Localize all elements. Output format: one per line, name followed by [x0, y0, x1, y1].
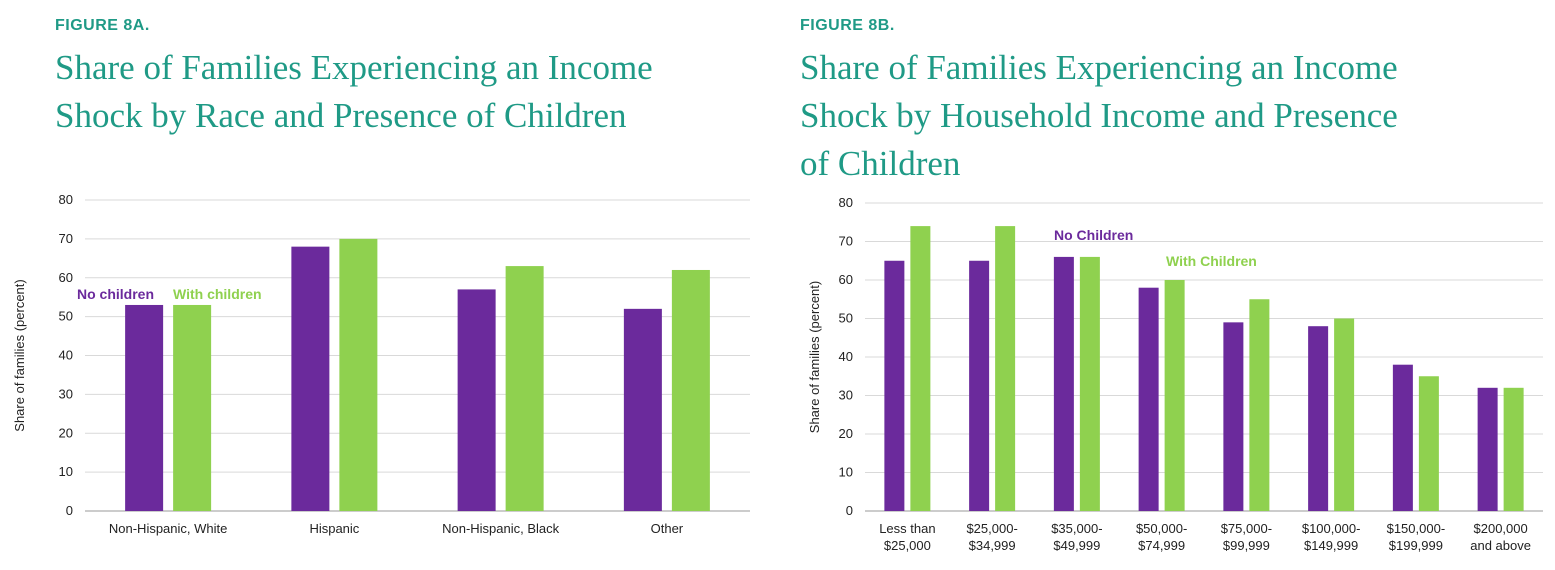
x-category-label: $35,000-	[1051, 521, 1102, 536]
y-tick-label: 30	[59, 386, 73, 401]
x-category-label: $149,999	[1304, 538, 1358, 553]
x-category-label: and above	[1470, 538, 1531, 553]
figure-8b-label: FIGURE 8B.	[800, 17, 895, 34]
legend-no-children: No children	[77, 286, 154, 302]
figure-8b-title-line-2: Shock by Household Income and Presence	[800, 96, 1398, 135]
x-category-label: $50,000-	[1136, 521, 1187, 536]
bar-no-children	[457, 289, 496, 511]
y-tick-label: 40	[59, 348, 73, 363]
x-category-label: $99,999	[1223, 538, 1270, 553]
chart-race-presence-children: 0 10 20 30 40 50 60 70 80 Share of families (perc…	[12, 192, 750, 536]
bar-with-children	[995, 226, 1016, 511]
bar-with-children	[910, 226, 931, 511]
x-category-label: $25,000	[884, 538, 931, 553]
chart-income-presence-children: 0 10 20 30 40 50 60 70 80 Share of families (perc…	[807, 195, 1543, 553]
bar-no-children	[884, 260, 905, 511]
legend-with-children: With children	[173, 286, 262, 302]
bar-with-children	[1249, 299, 1270, 511]
bar-with-children	[1418, 376, 1439, 511]
x-category-label: Non-Hispanic, Black	[442, 521, 560, 536]
y-tick-label: 50	[839, 311, 853, 326]
y-tick-label: 0	[846, 503, 853, 518]
bar-no-children	[1138, 287, 1159, 511]
y-axis-label: Share of families (percent)	[807, 281, 822, 433]
y-tick-label: 10	[839, 465, 853, 480]
bar-with-children	[1164, 280, 1185, 511]
x-category-label: $75,000-	[1221, 521, 1272, 536]
x-category-label: $34,999	[969, 538, 1016, 553]
bar-no-children	[125, 304, 164, 511]
y-tick-label: 50	[59, 309, 73, 324]
figure-8a-title-line-1: Share of Families Experiencing an Income	[55, 48, 653, 87]
x-category-label: $200,000	[1474, 521, 1528, 536]
bar-with-children	[1334, 318, 1355, 511]
x-category-label: $150,000-	[1387, 521, 1446, 536]
bar-no-children	[623, 308, 662, 511]
y-tick-label: 20	[59, 425, 73, 440]
bar-with-children	[1079, 256, 1100, 511]
figure-8b-title-line-1: Share of Families Experiencing an Income	[800, 48, 1398, 87]
y-tick-label: 20	[839, 426, 853, 441]
y-tick-label: 70	[839, 234, 853, 249]
figure-8a-title-line-2: Shock by Race and Presence of Children	[55, 96, 627, 135]
bar-no-children	[1477, 387, 1498, 511]
figure-8a-label: FIGURE 8A.	[55, 17, 150, 34]
bar-with-children	[1503, 387, 1524, 511]
figure-8a-title: Share of Families Experiencing an Income…	[55, 44, 653, 140]
y-tick-label: 60	[839, 272, 853, 287]
y-tick-label: 30	[839, 388, 853, 403]
x-category-label: $100,000-	[1302, 521, 1361, 536]
x-category-label: Less than	[879, 521, 935, 536]
y-tick-label: 10	[59, 464, 73, 479]
y-axis-label: Share of families (percent)	[12, 279, 27, 431]
y-tick-label: 80	[59, 192, 73, 207]
bar-with-children	[339, 238, 378, 511]
bar-no-children	[1223, 322, 1244, 511]
bar-with-children	[671, 269, 710, 511]
y-tick-label: 60	[59, 270, 73, 285]
x-category-label: $49,999	[1053, 538, 1100, 553]
x-category-label: Non-Hispanic, White	[109, 521, 228, 536]
x-category-label: $74,999	[1138, 538, 1185, 553]
legend-with-children: With Children	[1166, 253, 1257, 269]
bar-with-children	[173, 304, 212, 511]
bar-no-children	[1392, 364, 1413, 511]
figure-8b-title: Share of Families Experiencing an Income…	[800, 44, 1398, 188]
y-tick-label: 80	[839, 195, 853, 210]
y-tick-label: 40	[839, 349, 853, 364]
bar-no-children	[1308, 326, 1329, 511]
bar-no-children	[969, 260, 990, 511]
x-category-label: Hispanic	[309, 521, 359, 536]
x-category-label: $199,999	[1389, 538, 1443, 553]
bar-with-children	[505, 266, 544, 511]
bar-no-children	[291, 246, 330, 511]
y-tick-label: 70	[59, 231, 73, 246]
x-category-label: $25,000-	[966, 521, 1017, 536]
figure-8b-title-line-3: of Children	[800, 144, 961, 183]
legend-no-children: No Children	[1054, 227, 1133, 243]
bar-no-children	[1053, 256, 1074, 511]
x-category-label: Other	[651, 521, 684, 536]
y-tick-label: 0	[66, 503, 73, 518]
